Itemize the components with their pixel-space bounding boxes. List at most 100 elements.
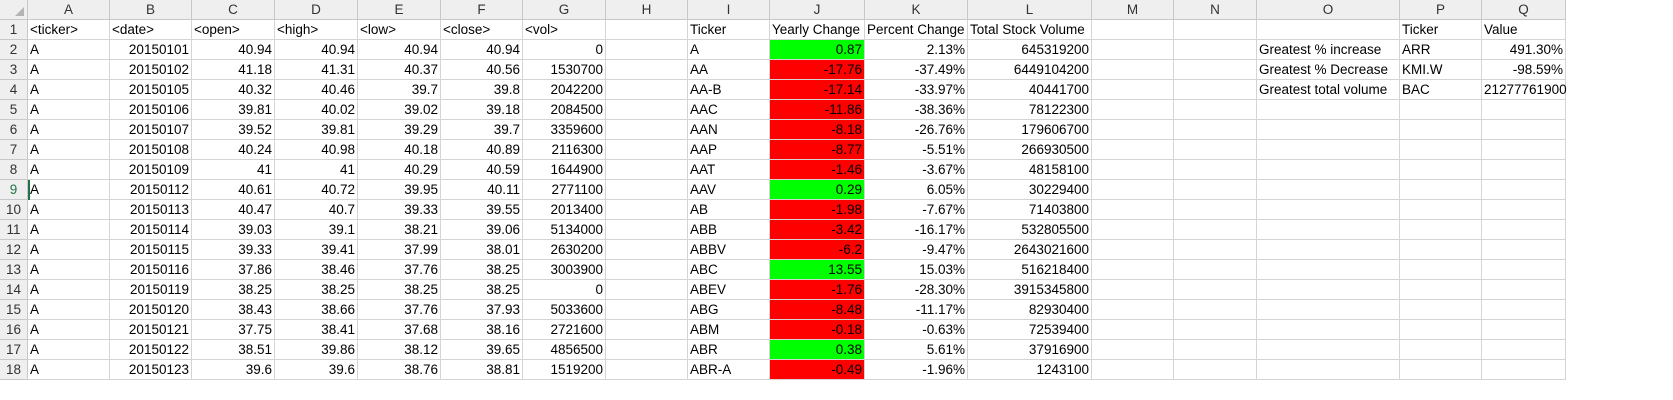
data-cell[interactable]: 41.18 (192, 60, 275, 80)
raw-header-cell[interactable]: <close> (441, 20, 523, 40)
summary-ticker-cell[interactable]: ABR-A (688, 360, 770, 380)
data-cell[interactable]: 20150106 (110, 100, 192, 120)
greatest-value-cell[interactable]: 21277761900 (1482, 80, 1567, 100)
ticker-cell[interactable]: A (28, 120, 110, 140)
data-cell[interactable]: 40.47 (192, 200, 275, 220)
cell[interactable] (1257, 100, 1400, 120)
data-cell[interactable]: 39.52 (192, 120, 275, 140)
column-header-g[interactable]: G (523, 0, 606, 20)
cell[interactable] (1482, 200, 1566, 220)
cell[interactable] (1092, 320, 1174, 340)
data-cell[interactable]: 40.98 (275, 140, 358, 160)
data-cell[interactable]: 40.24 (192, 140, 275, 160)
summary-yearly-change-cell[interactable]: -17.14 (770, 80, 865, 100)
summary-ticker-cell[interactable]: A (688, 40, 770, 60)
data-cell[interactable]: 1519200 (523, 360, 606, 380)
data-cell[interactable]: 20150119 (110, 280, 192, 300)
cell[interactable] (1174, 320, 1257, 340)
summary-total-volume-cell[interactable]: 82930400 (968, 300, 1092, 320)
summary-total-volume-cell[interactable]: 6449104200 (968, 60, 1092, 80)
cell[interactable] (1174, 80, 1257, 100)
cell[interactable] (1092, 280, 1174, 300)
data-cell[interactable]: 40.37 (358, 60, 441, 80)
cell[interactable] (1257, 340, 1400, 360)
summary-ticker-cell[interactable]: AAN (688, 120, 770, 140)
cell[interactable] (1400, 320, 1482, 340)
summary-yearly-change-cell[interactable]: -6.2 (770, 240, 865, 260)
summary-yearly-change-cell[interactable]: -0.18 (770, 320, 865, 340)
data-cell[interactable]: 40.56 (441, 60, 523, 80)
summary-yearly-change-cell[interactable]: 0.29 (770, 180, 865, 200)
data-cell[interactable]: 0 (523, 40, 606, 60)
raw-header-cell[interactable]: <vol> (523, 20, 606, 40)
data-cell[interactable]: 39.33 (358, 200, 441, 220)
data-cell[interactable]: 3003900 (523, 260, 606, 280)
summary-yearly-change-cell[interactable]: -1.76 (770, 280, 865, 300)
data-cell[interactable]: 40.94 (192, 40, 275, 60)
cell[interactable] (606, 240, 688, 260)
data-cell[interactable]: 40.46 (275, 80, 358, 100)
column-header-k[interactable]: K (865, 0, 968, 20)
data-cell[interactable]: 39.7 (441, 120, 523, 140)
data-cell[interactable]: 39.03 (192, 220, 275, 240)
data-cell[interactable]: 38.12 (358, 340, 441, 360)
cell[interactable] (606, 300, 688, 320)
ticker-cell[interactable]: A (28, 60, 110, 80)
cell[interactable] (1092, 20, 1174, 40)
data-cell[interactable]: 20150107 (110, 120, 192, 140)
cell[interactable] (1174, 220, 1257, 240)
cell[interactable] (1174, 360, 1257, 380)
row-header[interactable]: 12 (0, 240, 28, 260)
summary-total-volume-cell[interactable]: 3915345800 (968, 280, 1092, 300)
data-cell[interactable]: 38.76 (358, 360, 441, 380)
cell[interactable] (606, 100, 688, 120)
cell[interactable] (606, 340, 688, 360)
cell[interactable] (1092, 360, 1174, 380)
data-cell[interactable]: 37.68 (358, 320, 441, 340)
summary-yearly-change-cell[interactable]: 0.38 (770, 340, 865, 360)
summary-ticker-cell[interactable]: ABM (688, 320, 770, 340)
data-cell[interactable]: 39.81 (275, 120, 358, 140)
row-header[interactable]: 14 (0, 280, 28, 300)
data-cell[interactable]: 39.65 (441, 340, 523, 360)
summary-total-volume-cell[interactable]: 179606700 (968, 120, 1092, 140)
cell[interactable] (1092, 200, 1174, 220)
row-header[interactable]: 11 (0, 220, 28, 240)
cell[interactable] (1257, 240, 1400, 260)
summary-percent-change-cell[interactable]: -7.67% (865, 200, 968, 220)
cell[interactable] (1400, 260, 1482, 280)
cell[interactable] (1092, 240, 1174, 260)
summary-yearly-change-cell[interactable]: -3.42 (770, 220, 865, 240)
data-cell[interactable]: 20150101 (110, 40, 192, 60)
cell[interactable] (1257, 320, 1400, 340)
cell[interactable] (1092, 260, 1174, 280)
cell[interactable] (1174, 180, 1257, 200)
summary-total-volume-cell[interactable]: 48158100 (968, 160, 1092, 180)
column-header-e[interactable]: E (358, 0, 441, 20)
cell[interactable] (1174, 140, 1257, 160)
raw-header-cell[interactable]: <open> (192, 20, 275, 40)
ticker-cell[interactable]: A (28, 300, 110, 320)
summary-total-volume-cell[interactable]: 516218400 (968, 260, 1092, 280)
cell[interactable] (1400, 160, 1482, 180)
summary-total-volume-cell[interactable]: 71403800 (968, 200, 1092, 220)
cell[interactable] (1400, 220, 1482, 240)
data-cell[interactable]: 37.75 (192, 320, 275, 340)
cell[interactable] (1400, 300, 1482, 320)
data-cell[interactable]: 39.02 (358, 100, 441, 120)
cell[interactable] (1174, 200, 1257, 220)
cell[interactable] (1257, 280, 1400, 300)
greatest-ticker-cell[interactable]: BAC (1400, 80, 1482, 100)
summary-ticker-cell[interactable]: AA (688, 60, 770, 80)
cell[interactable] (1092, 160, 1174, 180)
data-cell[interactable]: 40.94 (441, 40, 523, 60)
data-cell[interactable]: 40.02 (275, 100, 358, 120)
data-cell[interactable]: 37.93 (441, 300, 523, 320)
cell[interactable] (1257, 260, 1400, 280)
cell[interactable] (1174, 40, 1257, 60)
summary-percent-change-cell[interactable]: -9.47% (865, 240, 968, 260)
data-cell[interactable]: 38.41 (275, 320, 358, 340)
summary-ticker-cell[interactable]: ABC (688, 260, 770, 280)
summary-ticker-cell[interactable]: ABG (688, 300, 770, 320)
summary-yearly-change-cell[interactable]: -8.18 (770, 120, 865, 140)
